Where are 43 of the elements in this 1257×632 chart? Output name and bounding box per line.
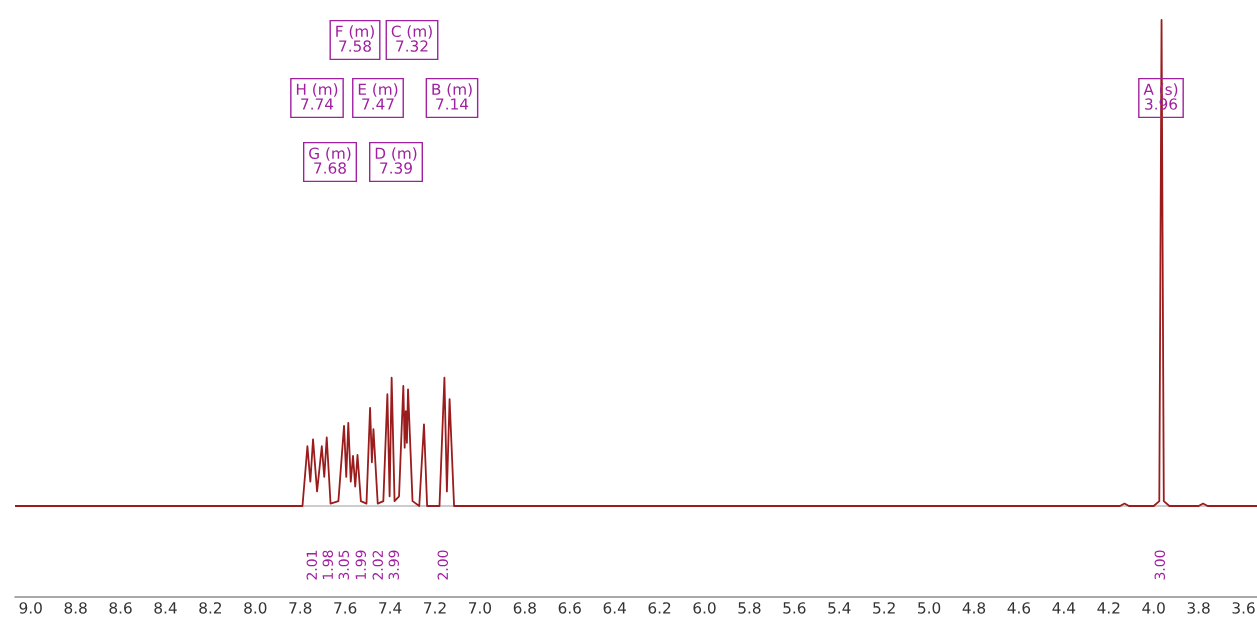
x-tick-label: 4.8 [962, 602, 986, 614]
x-tick-label: 8.0 [244, 602, 267, 614]
x-tick-label: 7.6 [334, 602, 357, 614]
x-tick-label: 8.4 [154, 602, 177, 614]
text: 2.00 [437, 550, 449, 580]
x-tick-label: 8.2 [199, 602, 222, 614]
annotation: D (m) 7.39 [375, 147, 417, 174]
x-tick-label: 6.0 [693, 602, 716, 614]
text: 1.99 [355, 550, 367, 579]
x-tick-label: 5.4 [828, 602, 851, 614]
text: 3.99 [388, 550, 400, 580]
x-tick-label: 6.6 [558, 602, 581, 614]
annotation: F (m) 7.58 [336, 25, 374, 52]
annotation: E (m) 7.47 [358, 83, 398, 110]
text: 2.02 [372, 550, 384, 580]
text: 3.05 [338, 550, 350, 580]
x-tick-label: 5.2 [873, 602, 895, 614]
x-tick-label: 4.6 [1007, 602, 1031, 614]
x-tick-label: 6.4 [603, 602, 626, 614]
x-tick-label: 8.6 [109, 602, 132, 614]
x-tick-label: 7.0 [469, 602, 492, 614]
x-tick-label: 6.8 [513, 602, 536, 614]
text: 3.00 [1154, 550, 1166, 580]
annotation: G (m) 7.68 [309, 147, 351, 174]
x-tick-label: 7.2 [424, 602, 446, 614]
x-tick-label: 6.2 [648, 602, 671, 614]
x-tick-label: 4.2 [1097, 602, 1120, 614]
x-tick-label: 5.8 [738, 602, 761, 614]
x-tick-label: 5.0 [918, 602, 941, 614]
x-tick-label: 8.8 [64, 602, 87, 614]
x-tick-label: 9.0 [19, 602, 42, 614]
x-tick-label: 5.6 [783, 602, 806, 614]
x-tick-label: 4.0 [1142, 602, 1165, 614]
x-tick-label: 3.8 [1187, 602, 1210, 614]
annotation: C (m) 7.32 [391, 25, 432, 52]
x-tick-label: 4.4 [1052, 602, 1076, 614]
x-tick-label: 7.8 [289, 602, 312, 614]
x-tick-label: 3.6 [1232, 602, 1255, 614]
annotation: H (m) 7.74 [296, 83, 338, 110]
annotation: B (m) 7.14 [432, 83, 472, 110]
text: 1.98 [322, 550, 334, 579]
text: 2.01 [306, 550, 318, 580]
x-tick-label: 7.4 [379, 602, 402, 614]
